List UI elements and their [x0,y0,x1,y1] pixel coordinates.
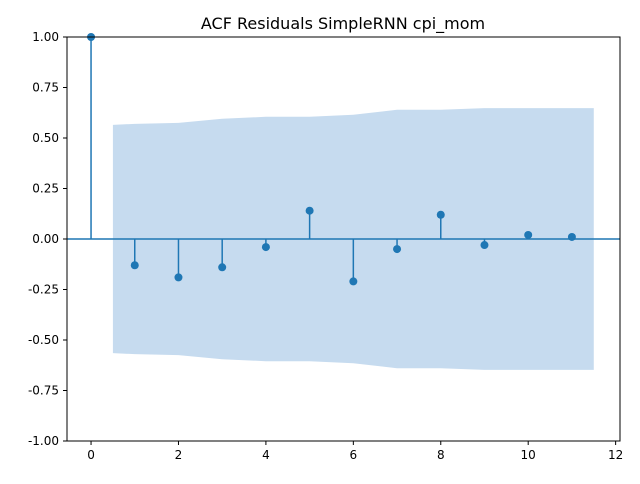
acf-point-lag-7 [393,245,402,254]
y-tick-label-0: -1.00 [28,434,59,448]
y-tick-label-1: -0.75 [28,384,59,398]
y-tick-label-8: 1.00 [32,30,59,44]
acf-point-lag-5 [305,206,314,215]
x-tick-label-5: 10 [521,448,536,462]
x-tick-label-3: 6 [350,448,358,462]
y-tick-label-6: 0.50 [32,131,59,145]
x-tick-label-4: 8 [437,448,445,462]
y-tick-label-5: 0.25 [32,182,59,196]
acf-point-lag-10 [524,230,533,239]
acf-point-lag-11 [567,232,576,241]
stem-layer [87,33,576,286]
acf-point-lag-9 [480,241,489,250]
x-tick-label-2: 4 [262,448,270,462]
x-tick-label-1: 2 [175,448,183,462]
y-tick-label-2: -0.50 [28,333,59,347]
acf-point-lag-8 [436,210,445,219]
acf-point-lag-2 [174,273,183,282]
acf-point-lag-6 [349,277,358,286]
axis-layer: 0 2 4 6 8 10 12 -1.00 -0.75 -0.50 -0.25 0.00 0.25 0.5… [28,30,623,462]
y-tick-label-7: 0.75 [32,81,59,95]
acf-point-lag-1 [130,261,139,270]
y-tick-label-4: 0.00 [32,232,59,246]
x-tick-label-6: 12 [608,448,623,462]
chart-title: ACF Residuals SimpleRNN cpi_mom [201,14,485,34]
acf-point-lag-4 [261,243,270,252]
y-tick-label-3: -0.25 [28,283,59,297]
acf-point-lag-3 [218,263,227,272]
x-tick-label-0: 0 [87,448,95,462]
